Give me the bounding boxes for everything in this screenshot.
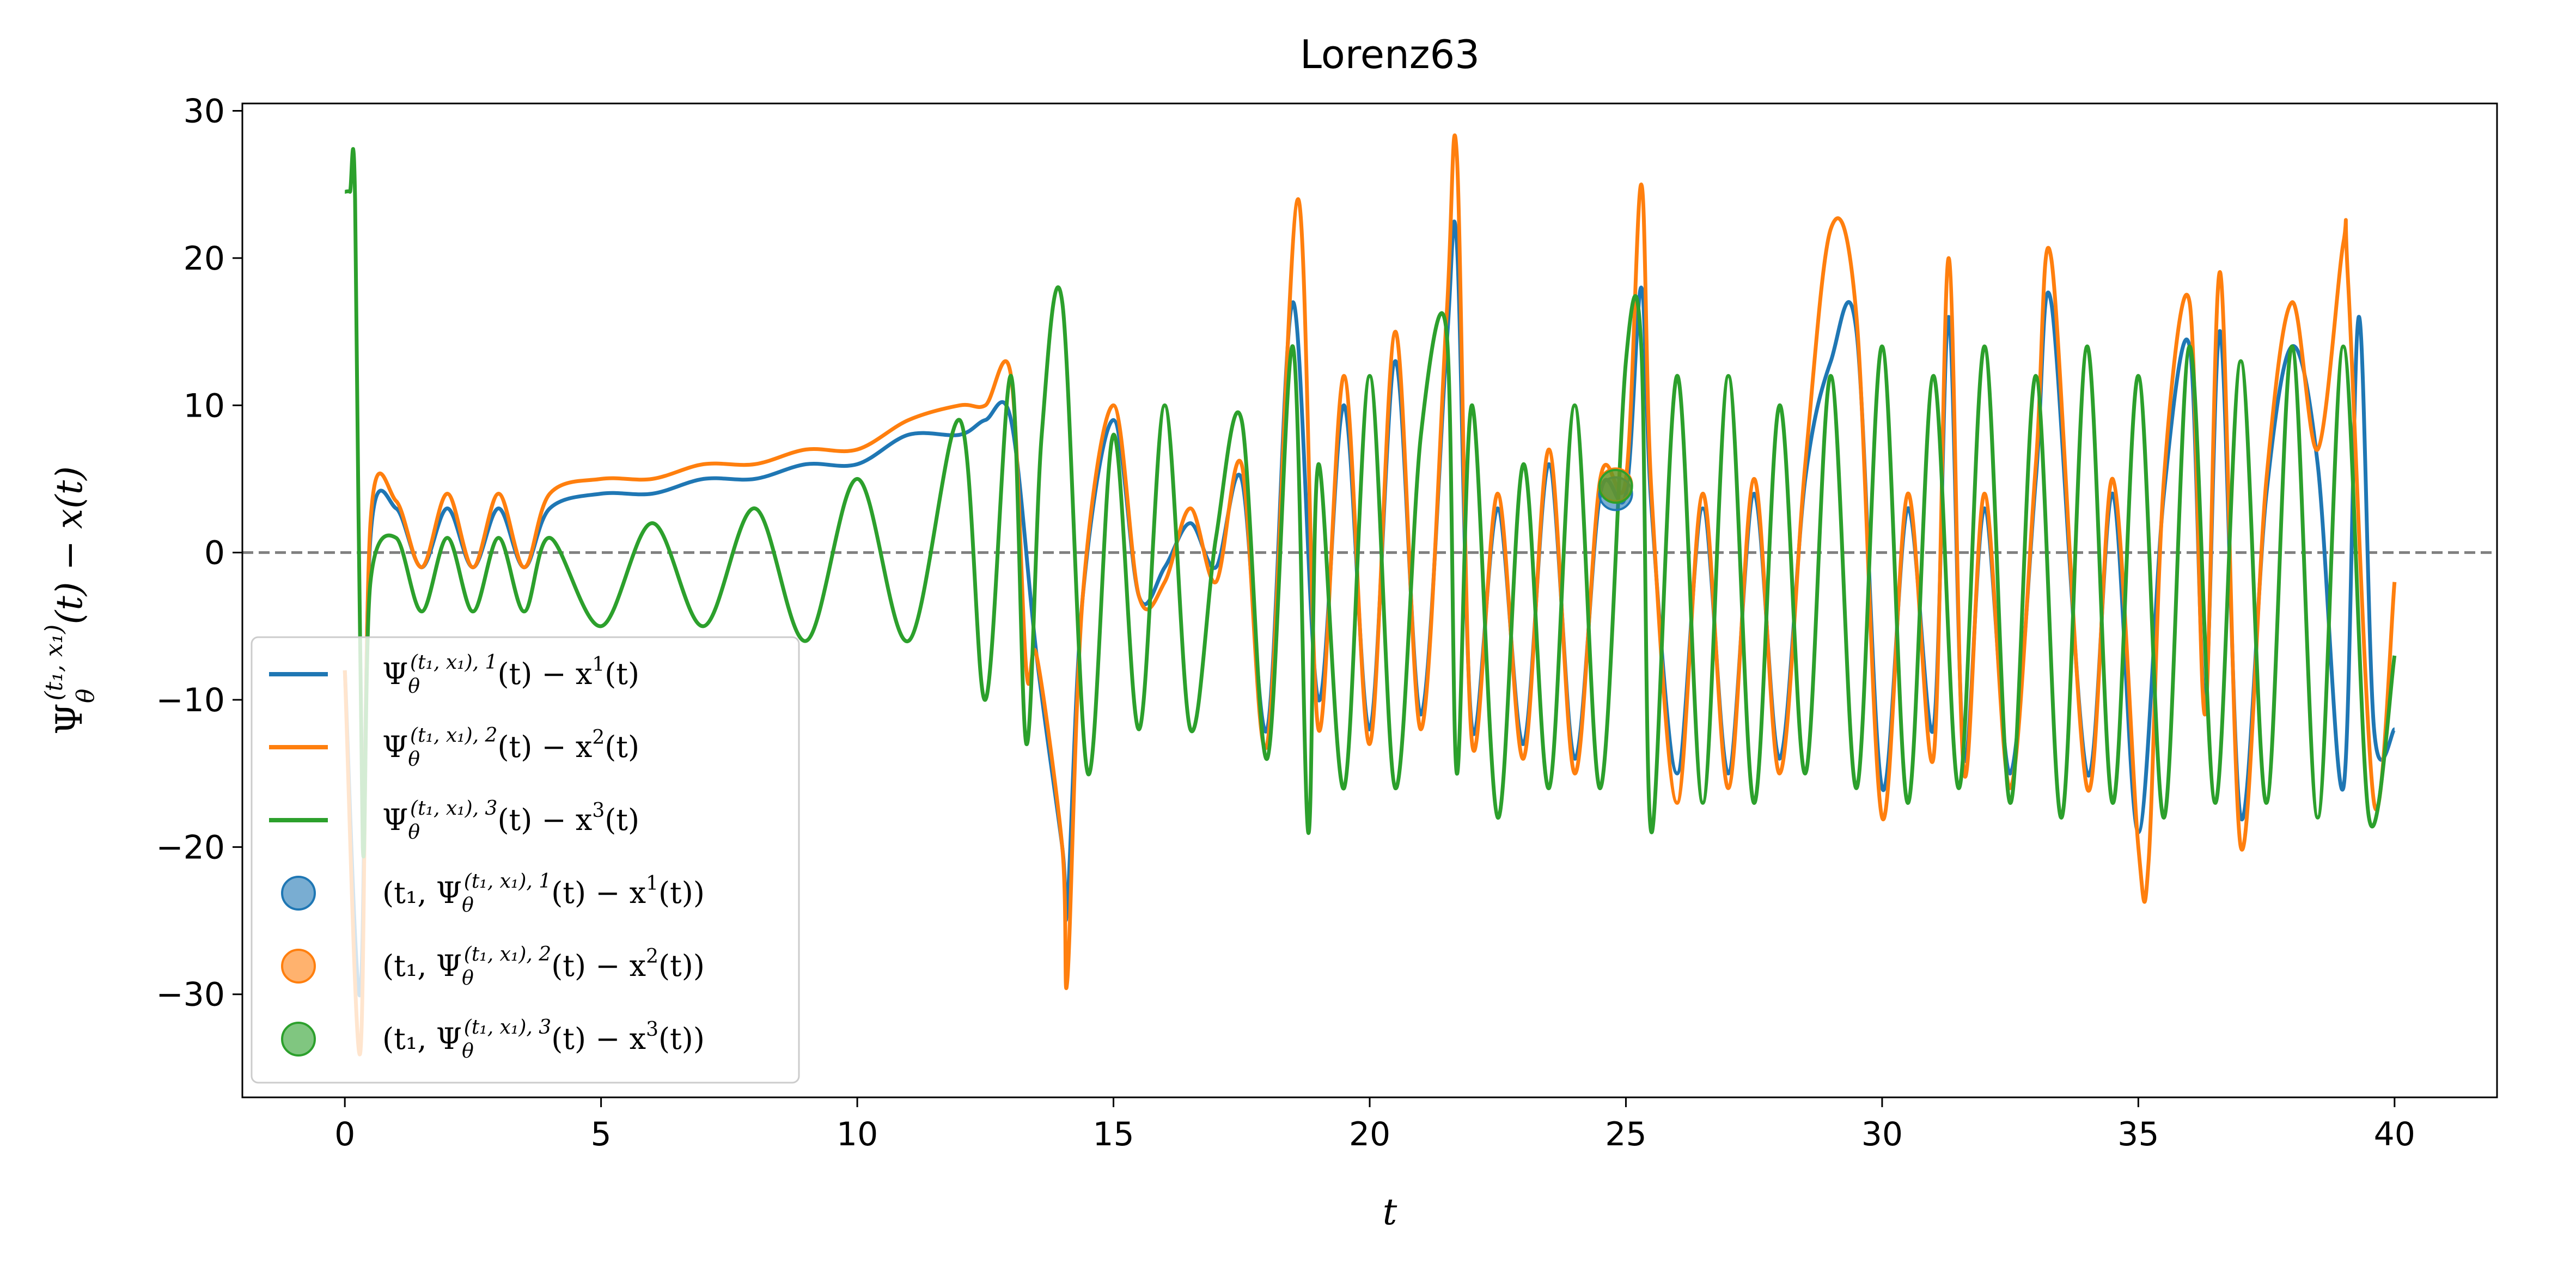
marker-point-3 [1598,468,1633,504]
legend-rest-sup: 2 [592,726,605,749]
x-tick-label-0: 0 [334,1115,355,1153]
legend-rest2: (t) [605,657,639,691]
x-tick-label-15: 15 [1092,1115,1134,1153]
legend-sup: (t₁, x₁), 3 [464,1016,551,1039]
legend-main: (t₁, Ψ [382,949,462,983]
y-label-sub: θ [72,689,100,704]
legend-marker-swatch-2 [281,949,316,984]
y-tick-label-30: 30 [184,93,225,131]
legend-main: (t₁, Ψ [382,1022,462,1056]
legend-label-4: (t₁, Ψθ(t₁, x₁), 1(t) − x1(t)) [382,870,705,917]
legend-label-5: (t₁, Ψθ(t₁, x₁), 2(t) − x2(t)) [382,943,705,990]
legend-marker-swatch-1 [281,876,316,911]
legend-sup: (t₁, x₁), 1 [464,870,551,893]
plot-area [242,133,2497,1057]
x-tick-label-5: 5 [591,1115,612,1153]
legend-sup: (t₁, x₁), 3 [410,797,497,820]
x-tick-label-20: 20 [1349,1115,1390,1153]
legend-sup: (t₁, x₁), 1 [410,651,497,674]
legend-sup: (t₁, x₁), 2 [464,943,551,966]
legend-sub: θ [462,1040,474,1063]
legend-rest-sup: 1 [592,654,605,676]
series-line-2 [343,133,2397,1057]
y-tick-label-0: 0 [204,534,225,572]
x-tick-label-35: 35 [2117,1115,2159,1153]
legend: Ψθ(t₁, x₁), 1(t) − x1(t)Ψθ(t₁, x₁), 2(t)… [251,636,800,1084]
y-label-sup: (t₁, x₁) [40,625,68,701]
y-axis-label: Ψθ (t₁, x₁)(t) − x(t) [40,466,100,735]
y-tick-label--10: −10 [156,681,225,719]
y-tick-label--20: −20 [156,828,225,866]
x-tick-label-25: 25 [1605,1115,1646,1153]
plot-content [242,133,2497,1057]
legend-sup: (t₁, x₁), 2 [410,724,497,747]
legend-rest-sup: 3 [592,799,605,822]
legend-sub: θ [462,967,474,990]
legend-sub: θ [408,675,420,698]
x-axis-label: t [1383,1191,1397,1233]
y-tick-label--30: −30 [156,976,225,1014]
y-tick-label-10: 10 [184,387,225,425]
legend-rest-sup: 2 [646,945,658,968]
y-label-psi: Ψ [48,703,90,735]
legend-rest2: (t) [605,730,639,764]
legend-rest: (t) − x [497,803,592,837]
legend-label-1: Ψθ(t₁, x₁), 1(t) − x1(t) [382,651,639,698]
legend-main: (t₁, Ψ [382,876,462,910]
legend-rest2: (t) [605,803,639,837]
legend-rest2: (t)) [658,949,705,983]
legend-rest: (t) − x [551,1022,646,1056]
legend-main: Ψ [382,657,408,691]
x-tick-label-40: 40 [2374,1115,2415,1153]
legend-sub: θ [408,821,420,844]
legend-label-2: Ψθ(t₁, x₁), 2(t) − x2(t) [382,724,639,771]
legend-sub: θ [462,894,474,917]
legend-label-3: Ψθ(t₁, x₁), 3(t) − x3(t) [382,797,639,844]
y-tick-label-20: 20 [184,240,225,278]
legend-marker-swatch-3 [281,1022,316,1057]
legend-rest: (t) − x [497,657,592,691]
legend-rest2: (t)) [658,1022,705,1056]
legend-rest-sup: 3 [646,1018,658,1041]
y-label-rest: (t) − x(t) [48,466,90,625]
x-tick-label-10: 10 [837,1115,878,1153]
y-axis-label-text: Ψθ (t₁, x₁)(t) − x(t) [40,466,100,735]
legend-label-6: (t₁, Ψθ(t₁, x₁), 3(t) − x3(t)) [382,1016,705,1063]
legend-rest: (t) − x [551,949,646,983]
legend-box [251,636,800,1084]
chart-title: Lorenz63 [1300,32,1480,77]
axis-ticks: 0 5 10 15 20 25 30 35 40 −30 −20 −10 0 10 20 30 [156,93,2415,1153]
legend-rest: (t) − x [497,730,592,764]
legend-rest: (t) − x [551,876,646,910]
legend-rest-sup: 1 [646,872,658,895]
legend-main: Ψ [382,803,408,837]
legend-sub: θ [408,748,420,771]
series-line-3 [344,146,2397,859]
legend-rest2: (t)) [658,876,705,910]
legend-main: Ψ [382,730,408,764]
x-tick-label-30: 30 [1861,1115,1903,1153]
